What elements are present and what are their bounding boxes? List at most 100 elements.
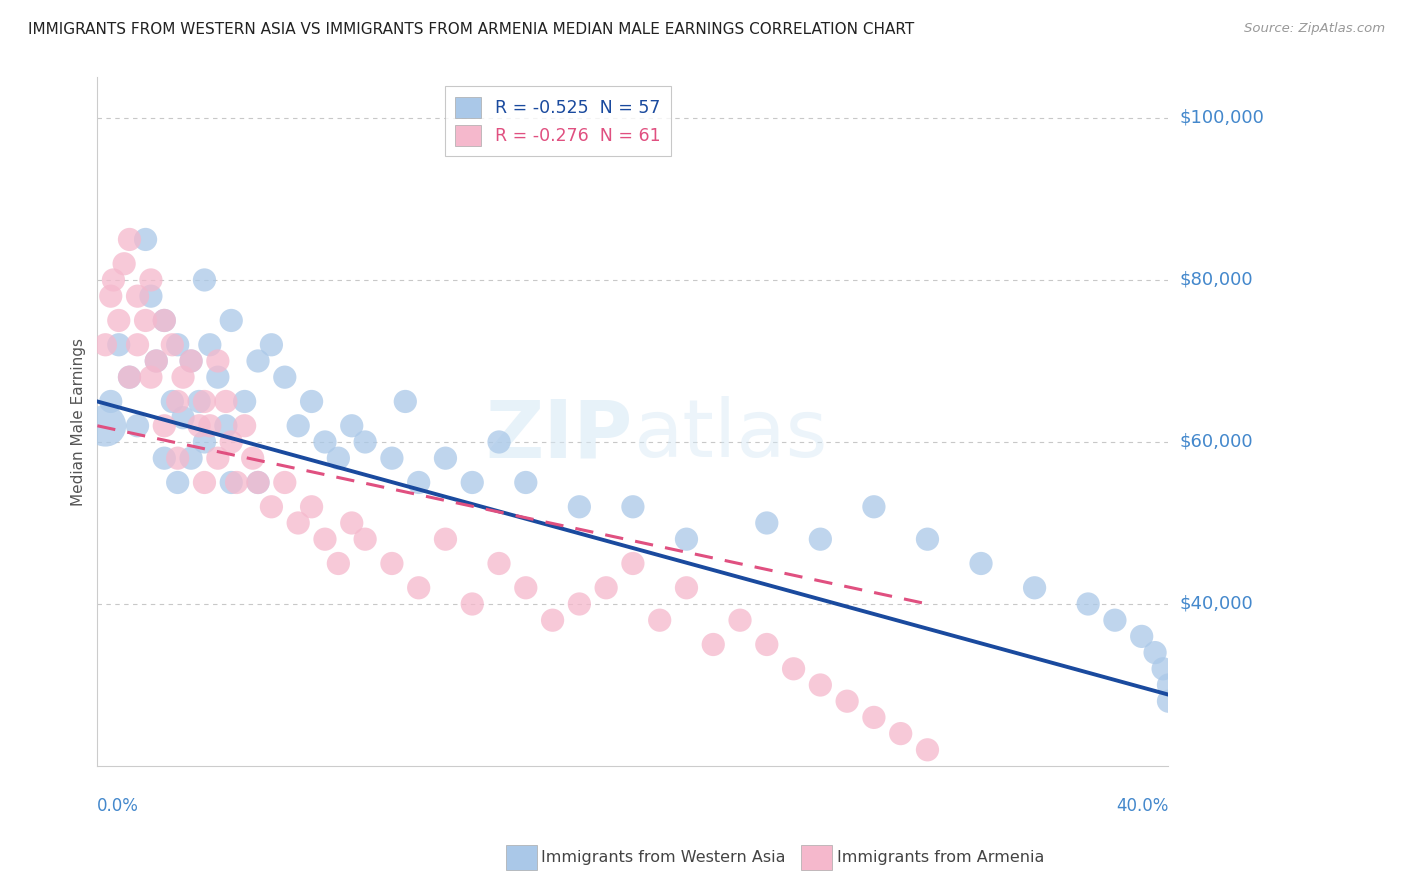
Point xyxy=(1157,678,1180,692)
Point xyxy=(172,410,194,425)
Point xyxy=(112,257,135,271)
Point xyxy=(193,273,215,287)
Point xyxy=(461,475,484,490)
Text: Immigrants from Western Asia: Immigrants from Western Asia xyxy=(541,850,786,864)
Text: ZIP: ZIP xyxy=(485,396,633,475)
Point xyxy=(247,475,270,490)
Point xyxy=(515,581,537,595)
Point xyxy=(260,500,283,514)
Point xyxy=(1152,662,1174,676)
Point xyxy=(515,475,537,490)
Point xyxy=(242,451,264,466)
Point xyxy=(648,613,671,627)
Text: IMMIGRANTS FROM WESTERN ASIA VS IMMIGRANTS FROM ARMENIA MEDIAN MALE EARNINGS COR: IMMIGRANTS FROM WESTERN ASIA VS IMMIGRAN… xyxy=(28,22,914,37)
Point xyxy=(314,532,336,546)
Point xyxy=(127,289,149,303)
Point xyxy=(153,313,176,327)
Point xyxy=(394,394,416,409)
Point xyxy=(434,532,457,546)
Point xyxy=(488,434,510,449)
Point xyxy=(970,557,993,571)
Text: $60,000: $60,000 xyxy=(1180,433,1253,451)
Point xyxy=(207,370,229,384)
Point xyxy=(118,370,141,384)
Point xyxy=(728,613,751,627)
Point xyxy=(193,394,215,409)
Point xyxy=(340,418,363,433)
Point xyxy=(260,338,283,352)
Point xyxy=(180,354,202,368)
Point xyxy=(675,532,697,546)
Point xyxy=(354,434,377,449)
Point xyxy=(408,475,430,490)
Point xyxy=(755,638,778,652)
Point xyxy=(188,394,211,409)
Text: Source: ZipAtlas.com: Source: ZipAtlas.com xyxy=(1244,22,1385,36)
Point xyxy=(215,418,238,433)
Point xyxy=(100,289,122,303)
Point xyxy=(127,418,149,433)
Point xyxy=(107,313,129,327)
Point xyxy=(172,370,194,384)
Point xyxy=(917,743,939,757)
Point xyxy=(135,232,157,246)
Point xyxy=(207,354,229,368)
Point xyxy=(863,710,886,724)
Text: $40,000: $40,000 xyxy=(1180,595,1253,613)
Point xyxy=(219,313,242,327)
Point xyxy=(702,638,724,652)
Point xyxy=(193,475,215,490)
Point xyxy=(145,354,167,368)
Point xyxy=(103,273,125,287)
Point xyxy=(541,613,564,627)
Point xyxy=(1157,694,1180,708)
Point xyxy=(198,338,221,352)
Point xyxy=(118,232,141,246)
Point xyxy=(162,394,184,409)
Point xyxy=(1130,629,1153,643)
Point xyxy=(863,500,886,514)
Text: 40.0%: 40.0% xyxy=(1116,797,1168,814)
Point xyxy=(247,475,270,490)
Point xyxy=(118,370,141,384)
Point xyxy=(215,394,238,409)
Text: atlas: atlas xyxy=(633,396,827,475)
Point xyxy=(166,394,188,409)
Point xyxy=(917,532,939,546)
Point xyxy=(139,370,162,384)
Point xyxy=(225,475,247,490)
Point xyxy=(381,451,404,466)
Point xyxy=(166,451,188,466)
Point xyxy=(135,313,157,327)
Point xyxy=(153,313,176,327)
Point xyxy=(568,597,591,611)
Point xyxy=(180,451,202,466)
Point xyxy=(755,516,778,530)
Point xyxy=(100,394,122,409)
Point xyxy=(837,694,859,708)
Text: $100,000: $100,000 xyxy=(1180,109,1264,127)
Point xyxy=(461,597,484,611)
Point xyxy=(94,418,117,433)
Point xyxy=(808,532,831,546)
Point xyxy=(166,475,188,490)
Point xyxy=(328,451,350,466)
Point xyxy=(301,394,323,409)
Point xyxy=(621,500,644,514)
Point xyxy=(145,354,167,368)
Point xyxy=(408,581,430,595)
Point xyxy=(188,418,211,433)
Text: 0.0%: 0.0% xyxy=(97,797,139,814)
Text: Immigrants from Armenia: Immigrants from Armenia xyxy=(837,850,1043,864)
Point xyxy=(621,557,644,571)
Point xyxy=(782,662,804,676)
Point xyxy=(434,451,457,466)
Point xyxy=(219,475,242,490)
Text: $80,000: $80,000 xyxy=(1180,271,1253,289)
Point xyxy=(890,726,912,740)
Point xyxy=(233,418,256,433)
Point xyxy=(153,418,176,433)
Point xyxy=(193,434,215,449)
Point xyxy=(274,370,297,384)
Point xyxy=(568,500,591,514)
